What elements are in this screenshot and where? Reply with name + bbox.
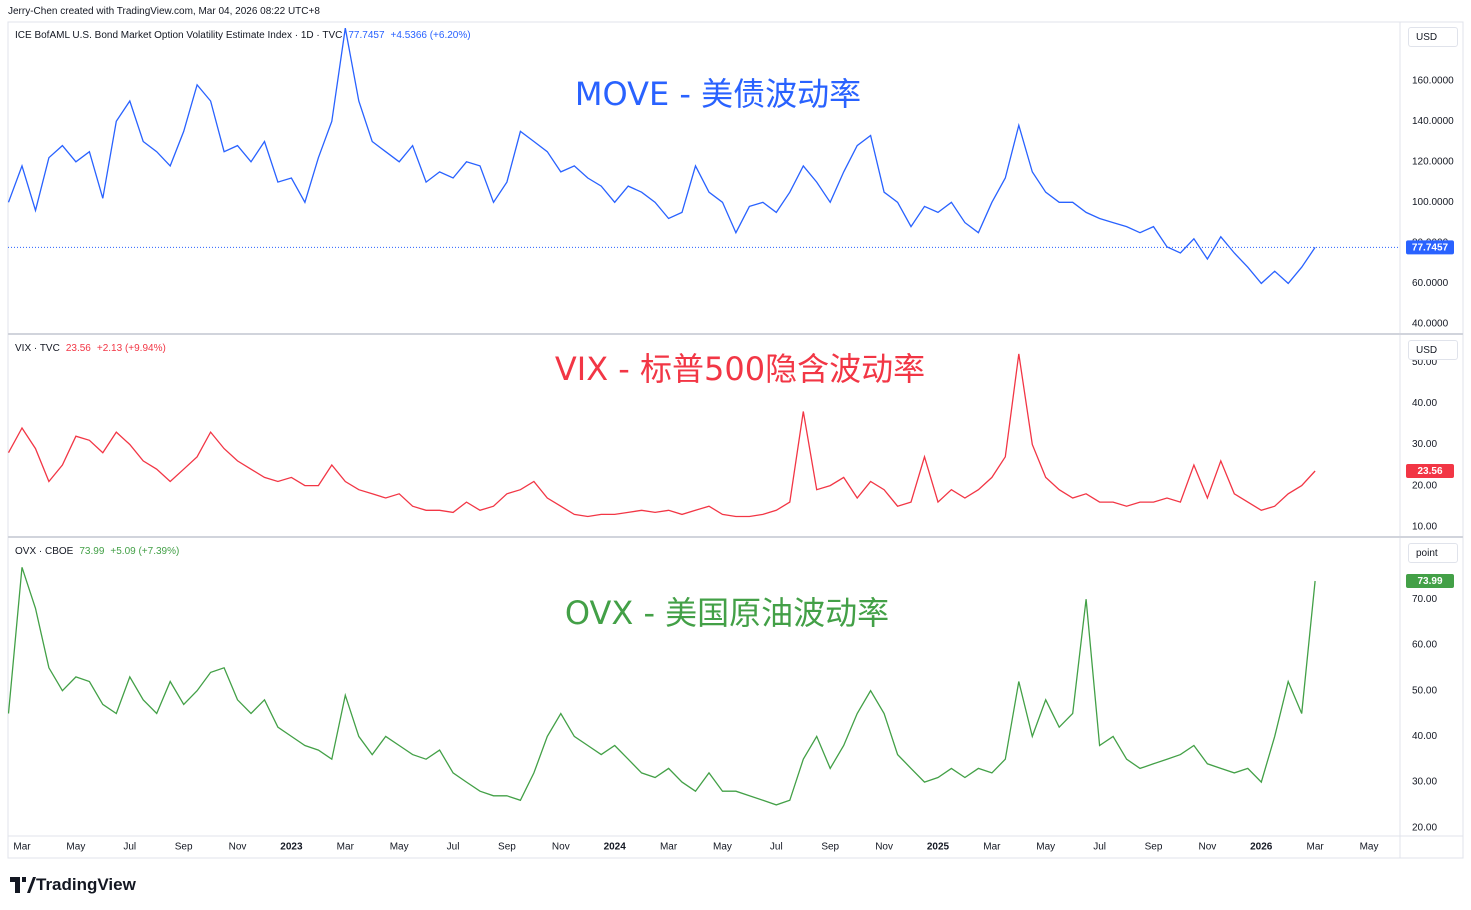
last-value-badge [1406, 463, 1454, 478]
y-tick-label: 40.00 [1412, 731, 1437, 742]
y-tick-label: 60.0000 [1412, 278, 1449, 289]
x-tick-label: Sep [1145, 842, 1163, 853]
x-tick-label: Nov [552, 842, 570, 853]
legend-change: +2.13 (+9.94%) [96, 343, 166, 354]
x-tick-label: Jul [770, 842, 783, 853]
x-tick-label: 2026 [1250, 842, 1273, 853]
y-tick-label: 70.00 [1412, 594, 1437, 605]
x-tick-label: Jul [447, 842, 460, 853]
x-tick-label: Jul [1093, 842, 1106, 853]
x-tick-label: Mar [13, 842, 31, 853]
y-tick-label: 30.00 [1412, 439, 1437, 450]
annotation: VIX - 标普500隐含波动率 [554, 350, 926, 388]
y-tick-label: 30.00 [1412, 777, 1437, 788]
brand-text: TradingView [36, 875, 136, 894]
y-tick-label: 60.00 [1412, 640, 1437, 651]
chart-frame [7, 21, 1464, 859]
y-tick-label: 160.0000 [1412, 75, 1454, 86]
legend-value: 73.99 [79, 546, 105, 557]
series-line [8, 567, 1316, 806]
legend-value: 23.56 [65, 343, 91, 354]
series-line [8, 27, 1316, 285]
x-tick-label: Mar [337, 842, 355, 853]
y-tick-label: 100.0000 [1412, 197, 1454, 208]
annotation: OVX - 美国原油波动率 [564, 594, 890, 632]
x-tick-label: Nov [875, 842, 893, 853]
x-tick-label: May [66, 842, 85, 853]
x-tick-label: Nov [229, 842, 247, 853]
legend-name: OVX · CBOE [15, 546, 74, 557]
y-tick-label: 50.00 [1412, 685, 1437, 696]
x-tick-label: Jul [123, 842, 136, 853]
x-tick-label: Mar [1307, 842, 1325, 853]
last-value-label: 77.7457 [1412, 243, 1449, 254]
y-tick-label: 40.00 [1412, 398, 1437, 409]
x-tick-label: May [1036, 842, 1055, 853]
last-value-label: 23.56 [1417, 466, 1442, 477]
pane-legend: OVX · CBOE 73.99 +5.09 (+7.39%) [15, 546, 179, 557]
x-tick-label: May [713, 842, 732, 853]
x-tick-label: Sep [498, 842, 516, 853]
x-tick-label: 2023 [280, 842, 303, 853]
x-tick-label: Mar [983, 842, 1001, 853]
currency-button[interactable]: USD [1408, 340, 1458, 360]
legend-name: VIX · TVC [15, 343, 60, 354]
legend-change: +4.5366 (+6.20%) [390, 30, 471, 41]
y-tick-label: 20.00 [1412, 822, 1437, 833]
y-tick-label: 120.0000 [1412, 156, 1454, 167]
annotation: MOVE - 美债波动率 [574, 75, 862, 113]
pane-legend: VIX · TVC 23.56 +2.13 (+9.94%) [15, 343, 166, 354]
pane-legend: ICE BofAML U.S. Bond Market Option Volat… [15, 30, 471, 41]
currency-button[interactable]: point [1408, 543, 1458, 563]
last-value-badge [1406, 240, 1454, 255]
currency-button[interactable]: USD [1408, 27, 1458, 47]
x-tick-label: 2025 [927, 842, 950, 853]
x-tick-label: May [390, 842, 409, 853]
x-tick-label: Nov [1198, 842, 1216, 853]
brand-logo [10, 877, 36, 893]
x-tick-label: Sep [821, 842, 839, 853]
x-tick-label: Mar [660, 842, 678, 853]
x-tick-label: 2024 [604, 842, 627, 853]
last-value-badge [1406, 574, 1454, 589]
x-tick-label: May [1360, 842, 1379, 853]
series-line [8, 353, 1316, 518]
y-tick-label: 40.0000 [1412, 319, 1449, 330]
y-tick-label: 10.00 [1412, 521, 1437, 532]
y-tick-label: 140.0000 [1412, 116, 1454, 127]
x-tick-label: Sep [175, 842, 193, 853]
last-value-label: 73.99 [1417, 576, 1442, 587]
header-text: Jerry-Chen created with TradingView.com,… [8, 6, 320, 17]
legend-change: +5.09 (+7.39%) [110, 546, 180, 557]
legend-name: ICE BofAML U.S. Bond Market Option Volat… [15, 30, 343, 41]
y-tick-label: 50.00 [1412, 357, 1437, 368]
legend-value: 77.7457 [348, 30, 385, 41]
y-tick-label: 20.00 [1412, 480, 1437, 491]
